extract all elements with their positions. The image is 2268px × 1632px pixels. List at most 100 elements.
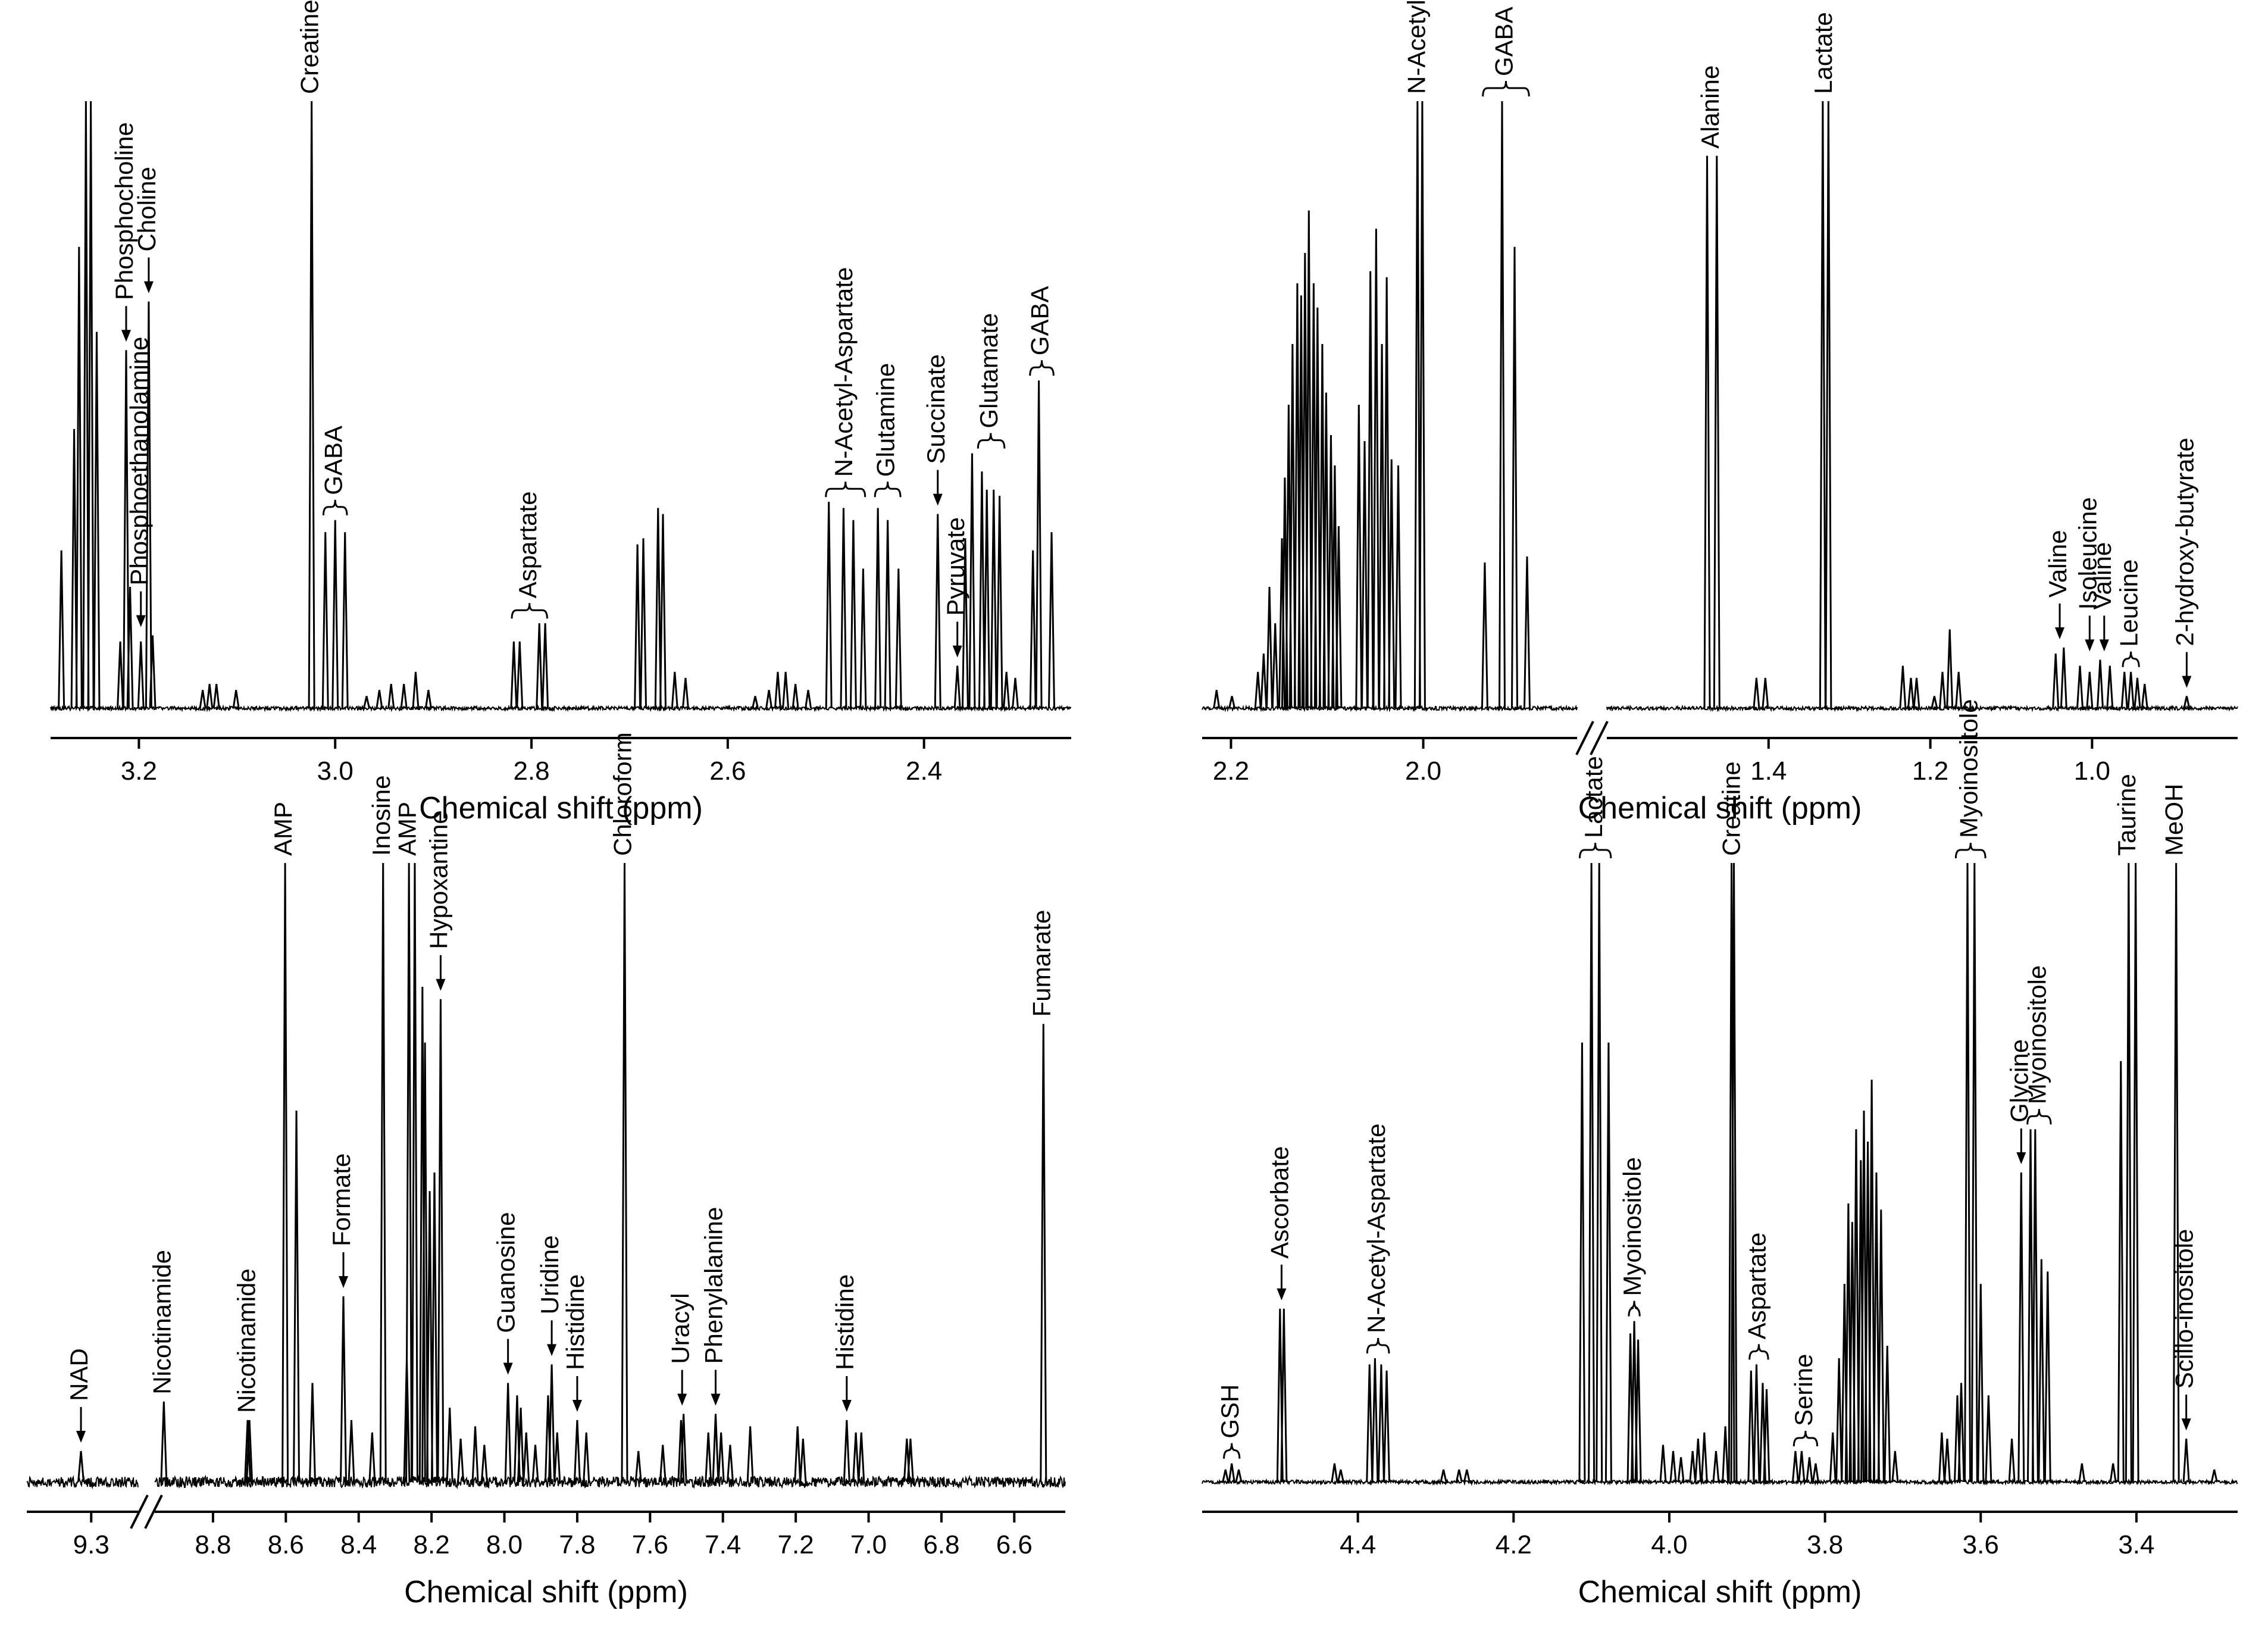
peak [1872,1172,1880,1483]
peak [2109,1463,2117,1483]
peak [1819,101,1826,709]
annotation-brace [1223,1443,1241,1459]
peak [1899,665,1907,709]
peak [77,1450,85,1483]
peak [1852,1129,1860,1483]
peak [199,690,207,709]
peak [471,1426,479,1483]
peak [874,508,882,709]
annotation-brace [1482,80,1530,97]
panel-bottom-left: 9.3 8.8 8.6 8.4 8.2 8.0 7.8 7.6 7.4 7.2 7.0 6.8 6.6 C… [26,732,1066,1609]
peak [2172,862,2180,1483]
annotation-arrowhead [436,978,446,991]
annotation-brace [1029,360,1055,376]
peak-label: GSH [1216,1384,1244,1439]
peak [70,429,78,709]
peak-label: Leucine [2115,559,2143,647]
peak [1463,1469,1471,1483]
peak [2086,671,2094,709]
peak [894,568,902,709]
peak [677,1420,685,1483]
peak [659,1445,667,1483]
peak [82,101,90,709]
peak [2060,647,2067,709]
peak-label: Creatine [296,0,324,94]
peak [634,544,642,709]
peak [400,684,408,709]
peak [1588,862,1596,1483]
peak [516,641,524,709]
annotation-arrowhead [1277,1288,1287,1300]
peak [1305,210,1313,709]
peak [421,1042,429,1483]
peak [953,665,961,709]
peak [1931,696,1938,709]
peak [1798,1450,1806,1483]
panel-bottom-right: 4.4 4.2 4.0 3.8 3.6 3.4 Chemical shift (ppm) GS… [1202,699,2238,1609]
peak [2183,696,2191,709]
peak [405,862,413,1483]
peak [1907,677,1914,709]
peak-label: Alanine [1696,65,1724,149]
peak [799,1439,807,1483]
peak [2052,654,2060,709]
x-tick-label: 4.0 [1651,1530,1687,1559]
peak [978,471,986,709]
peak [126,586,134,709]
peak-label: Choline [133,167,161,251]
peak [1955,671,1963,709]
x-tick-label: 2.4 [906,756,942,786]
peak [424,690,432,709]
annotation-arrowhead [547,1344,557,1356]
peak-label: Valine [2044,530,2072,598]
peak [293,1110,301,1483]
peak [1604,1042,1612,1483]
peak [1753,677,1760,709]
peak [1413,101,1421,709]
peak [536,623,543,709]
peak-label: Aspartate [514,491,542,598]
peak [712,1414,719,1483]
annotation-arrowhead [933,493,943,506]
peak [1361,441,1368,709]
peak [1829,1432,1837,1483]
peak [1957,1383,1965,1483]
annotation-arrowhead [2055,627,2065,639]
peak [1884,1346,1891,1483]
x-tick-label: 3.0 [317,756,354,786]
peak [634,1450,642,1483]
peak-label: Isoleucine [2073,497,2101,609]
peak [1868,1079,1876,1483]
peak-label: N-Acetyl-Aspartate [830,267,858,477]
peak [2127,671,2135,709]
peak-label: Fumarate [1027,910,1055,1017]
peak [137,641,145,709]
peak [2141,684,2148,709]
baseline-noise [154,1474,1066,1490]
peak-label: GABA [319,426,347,495]
peak [1938,671,1946,709]
x-tick-label: 2.8 [513,756,549,786]
baseline-noise [50,704,1072,712]
annotation-arrowhead [952,645,962,658]
peak [1335,526,1343,709]
baseline-noise [1606,704,2238,712]
annotation-brace [2122,651,2140,667]
peak [746,1426,754,1483]
annotation-arrowhead [76,1431,86,1443]
peak-label: Histidine [831,1274,859,1370]
x-tick-label: 8.4 [340,1530,377,1559]
peak-label: Aspartate [1743,1233,1771,1340]
peak [2125,862,2132,1483]
x-tick-label: 8.0 [486,1530,523,1559]
peak [1003,671,1011,709]
peak [510,641,518,709]
peak [752,696,759,709]
peak [1970,862,1978,1483]
peak [418,986,426,1483]
peak [640,538,647,709]
peak [446,1408,453,1483]
panel-top-left: 3.2 3.0 2.8 2.6 2.4 Chemical shift (ppm) Phosp… [50,0,1072,826]
annotation-brace [322,499,348,515]
annotation-arrowhead [136,615,146,627]
